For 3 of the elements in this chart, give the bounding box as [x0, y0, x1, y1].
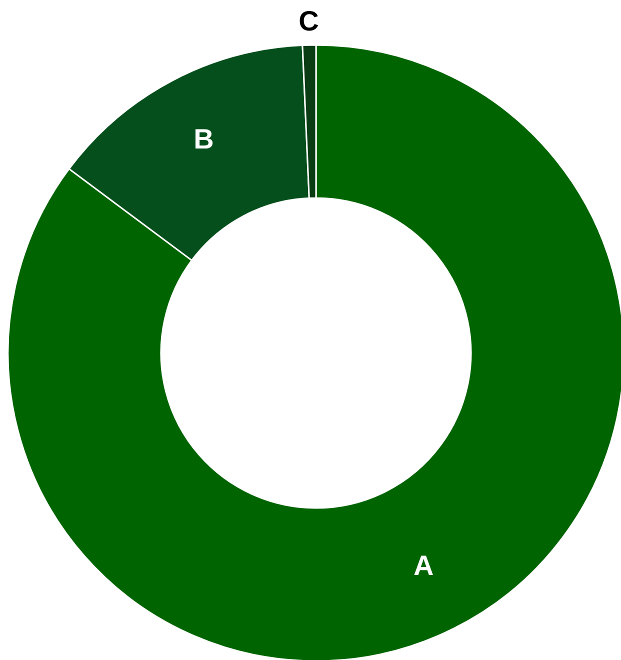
slice-label: B — [194, 123, 214, 154]
slice-label: A — [413, 550, 434, 581]
slice-label: C — [298, 5, 319, 36]
